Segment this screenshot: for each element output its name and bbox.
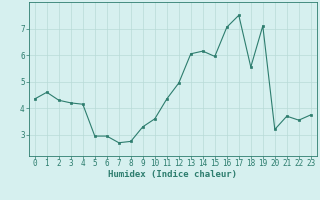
X-axis label: Humidex (Indice chaleur): Humidex (Indice chaleur) [108,170,237,179]
